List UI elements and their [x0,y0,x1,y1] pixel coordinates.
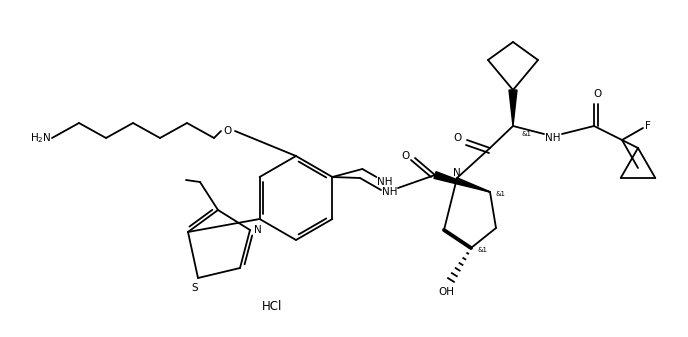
Text: O: O [594,89,602,99]
Text: &1: &1 [495,191,505,197]
Text: &1: &1 [522,131,532,137]
Text: O: O [224,126,232,136]
Text: &1: &1 [478,247,488,253]
Text: S: S [192,283,198,293]
Polygon shape [509,90,517,126]
Text: N: N [254,225,262,235]
Polygon shape [434,172,490,192]
Text: N: N [453,168,461,178]
Text: NH: NH [546,133,561,143]
Text: HCl: HCl [261,300,282,313]
Text: OH: OH [438,287,454,297]
Text: NH: NH [376,177,392,187]
Text: $\mathregular{H_2N}$: $\mathregular{H_2N}$ [30,131,52,145]
Text: O: O [402,151,410,161]
Text: O: O [454,133,462,143]
Text: F: F [645,121,651,131]
Text: NH: NH [383,187,398,197]
